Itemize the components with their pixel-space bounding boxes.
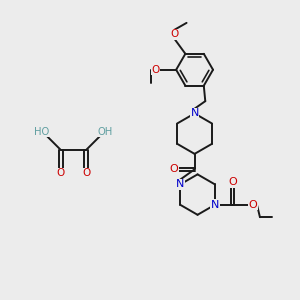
Text: HO: HO — [34, 127, 49, 136]
Text: O: O — [170, 164, 178, 174]
Text: O: O — [248, 200, 257, 210]
Text: O: O — [170, 29, 178, 39]
Text: O: O — [57, 168, 65, 178]
Text: N: N — [176, 179, 184, 190]
Text: O: O — [152, 65, 160, 75]
Text: N: N — [190, 108, 199, 118]
Text: O: O — [228, 177, 237, 188]
Text: OH: OH — [98, 127, 113, 136]
Text: O: O — [82, 168, 90, 178]
Text: N: N — [211, 200, 219, 210]
